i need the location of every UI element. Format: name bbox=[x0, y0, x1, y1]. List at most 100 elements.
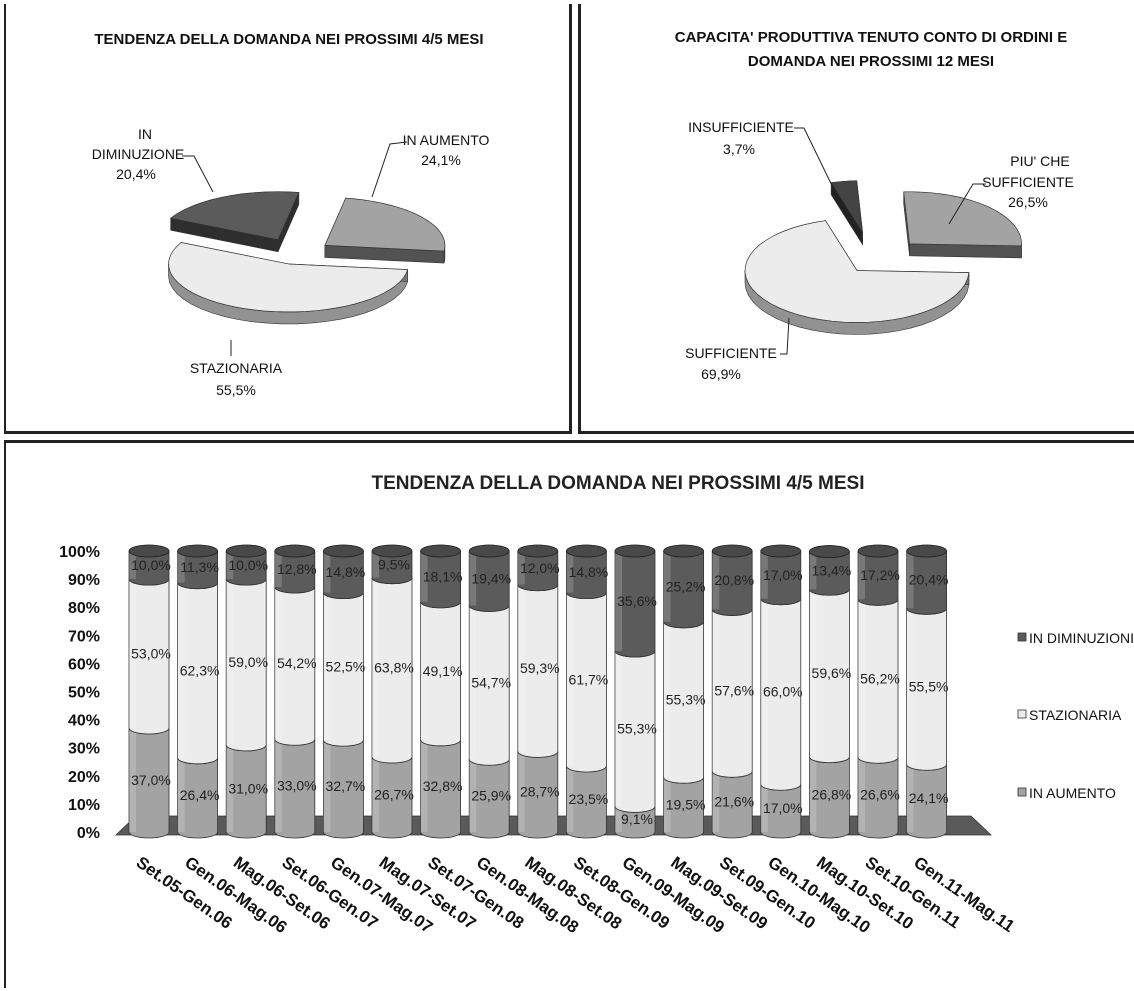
pie-a-label-diminuzione-2: DIMINUZIONE bbox=[92, 146, 185, 162]
pie-b-leader-piu bbox=[948, 183, 986, 225]
data-label: 19,4% bbox=[471, 570, 511, 586]
y-tick-label: 60% bbox=[68, 656, 100, 673]
pie-a-label-diminuzione-1: IN bbox=[138, 126, 152, 142]
bar-cylinder bbox=[177, 544, 219, 839]
bar-segment-highlight bbox=[760, 784, 768, 832]
bar-cylinder bbox=[128, 544, 170, 839]
bar-segment-highlight bbox=[566, 551, 574, 593]
legend-label-diminuzione: IN DIMINUZIONI bbox=[1029, 630, 1134, 646]
bar-segment-highlight bbox=[517, 751, 525, 832]
bar-segment-highlight bbox=[760, 551, 768, 599]
pie-a-value-stazionaria: 55,5% bbox=[216, 382, 256, 398]
data-label: 35,6% bbox=[617, 593, 657, 609]
pie-a-value-diminuzione: 20,4% bbox=[116, 166, 156, 182]
bar-segment-highlight bbox=[858, 599, 865, 758]
y-tick-label: 0% bbox=[77, 825, 100, 842]
pie-a-label-stazionaria: STAZIONARIA bbox=[190, 360, 283, 376]
pie-b-leader-insufficiente bbox=[794, 127, 840, 201]
bar-cylinder bbox=[566, 544, 607, 839]
data-label: 31,0% bbox=[228, 780, 268, 796]
data-label: 23,5% bbox=[569, 791, 609, 807]
bar-segment-highlight bbox=[809, 551, 817, 590]
stacked-bar-chart-demand-trend: TENDENZA DELLA DOMANDA NEI PROSSIMI 4/5 … bbox=[4, 440, 1134, 988]
bar-cylinder bbox=[225, 544, 267, 839]
bar-segment-highlight bbox=[663, 551, 671, 622]
data-label: 54,2% bbox=[277, 655, 317, 671]
pie-b-title-line1: CAPACITA' PRODUTTIVA TENUTO CONTO DI ORD… bbox=[675, 29, 1067, 46]
bar-cylinder bbox=[371, 544, 413, 839]
data-label: 17,0% bbox=[763, 800, 803, 816]
data-label: 61,7% bbox=[569, 671, 609, 687]
legend-label-aumento: IN AUMENTO bbox=[1029, 785, 1116, 801]
data-label: 13,4% bbox=[812, 562, 852, 578]
bar-segment-highlight bbox=[663, 777, 671, 832]
data-label: 26,7% bbox=[374, 786, 414, 802]
bar-top-cap bbox=[809, 545, 850, 558]
data-label: 25,9% bbox=[471, 788, 511, 804]
data-label: 24,1% bbox=[909, 790, 949, 806]
y-tick-label: 90% bbox=[68, 572, 100, 589]
bar-cylinder bbox=[322, 544, 364, 839]
data-label: 17,2% bbox=[860, 567, 900, 583]
data-label: 12,0% bbox=[520, 560, 560, 576]
data-label: 59,6% bbox=[812, 665, 852, 681]
bar-segment-highlight bbox=[566, 592, 574, 766]
bar-segment-highlight bbox=[517, 551, 525, 585]
bar-segment-highlight bbox=[177, 757, 185, 832]
pie-b-slice-piu-che-sufficiente-top bbox=[903, 191, 1022, 247]
bar-cylinder bbox=[420, 544, 462, 839]
data-label: 26,8% bbox=[812, 786, 852, 802]
pie-b-slice-insufficiente-top bbox=[830, 180, 863, 233]
bar-segment-highlight bbox=[809, 589, 817, 757]
data-label: 10,0% bbox=[131, 557, 171, 573]
pie-chart-production-capacity-canvas: CAPACITA' PRODUTTIVA TENUTO CONTO DI ORD… bbox=[675, 29, 1074, 382]
data-label: 55,3% bbox=[617, 721, 657, 737]
bar-cylinder bbox=[906, 544, 947, 839]
pie-a-leader-diminuzione bbox=[182, 155, 214, 193]
bar-top-cap bbox=[468, 544, 510, 558]
bar-segment-highlight bbox=[129, 728, 136, 832]
y-tick-label: 80% bbox=[68, 600, 100, 617]
legend-label-stazionaria: STAZIONARIA bbox=[1029, 707, 1122, 723]
data-label: 20,8% bbox=[714, 572, 754, 588]
legend-swatch-aumento bbox=[1017, 787, 1027, 797]
bar-top-cap bbox=[711, 544, 753, 558]
bar-top-cap bbox=[906, 544, 947, 558]
data-label: 11,3% bbox=[180, 559, 219, 575]
pie-b-slice-sufficiente-top bbox=[744, 220, 970, 323]
pie-chart-production-capacity: CAPACITA' PRODUTTIVA TENUTO CONTO DI ORD… bbox=[578, 4, 1134, 434]
bar-segment-highlight bbox=[226, 744, 234, 832]
data-label: 66,0% bbox=[763, 684, 803, 700]
pie-a-slice-stazionaria bbox=[168, 242, 409, 325]
bar-segment-highlight bbox=[177, 551, 185, 583]
bar-segment-highlight bbox=[420, 739, 428, 832]
bar-top-cap bbox=[663, 544, 704, 558]
bar-segment-highlight bbox=[858, 757, 865, 832]
bar-cylinder bbox=[760, 544, 802, 839]
pie-b-value-insufficiente: 3,7% bbox=[723, 141, 755, 157]
data-label: 12,8% bbox=[277, 561, 317, 577]
bar-segment-highlight bbox=[323, 740, 331, 832]
bar-segment-highlight bbox=[906, 551, 914, 609]
bar-segment-highlight bbox=[129, 551, 136, 580]
bar-segment-highlight bbox=[858, 551, 865, 600]
legend-swatch-diminuzione bbox=[1017, 632, 1027, 642]
bar-segment-highlight bbox=[274, 739, 282, 832]
pie-a-slice-diminuzione-top bbox=[169, 191, 300, 241]
bar-segment-highlight bbox=[469, 551, 477, 606]
data-label: 37,0% bbox=[131, 772, 171, 788]
bar-segment-highlight bbox=[274, 586, 282, 740]
data-label: 56,2% bbox=[860, 670, 900, 686]
data-label: 26,6% bbox=[860, 787, 900, 803]
bar-top-cap bbox=[371, 544, 413, 558]
data-label: 33,0% bbox=[277, 778, 317, 794]
bar-segment-highlight bbox=[517, 584, 525, 752]
bar-segment-highlight bbox=[372, 756, 379, 832]
data-label: 57,6% bbox=[714, 682, 754, 698]
data-label: 25,2% bbox=[666, 578, 706, 594]
pie-b-label-piu-1: PIU' CHE bbox=[1010, 153, 1069, 169]
pie-b-slice-insufficiente bbox=[830, 180, 863, 246]
data-label: 52,5% bbox=[326, 658, 366, 674]
data-label: 32,7% bbox=[326, 778, 366, 794]
bar-segment-highlight bbox=[323, 551, 331, 593]
